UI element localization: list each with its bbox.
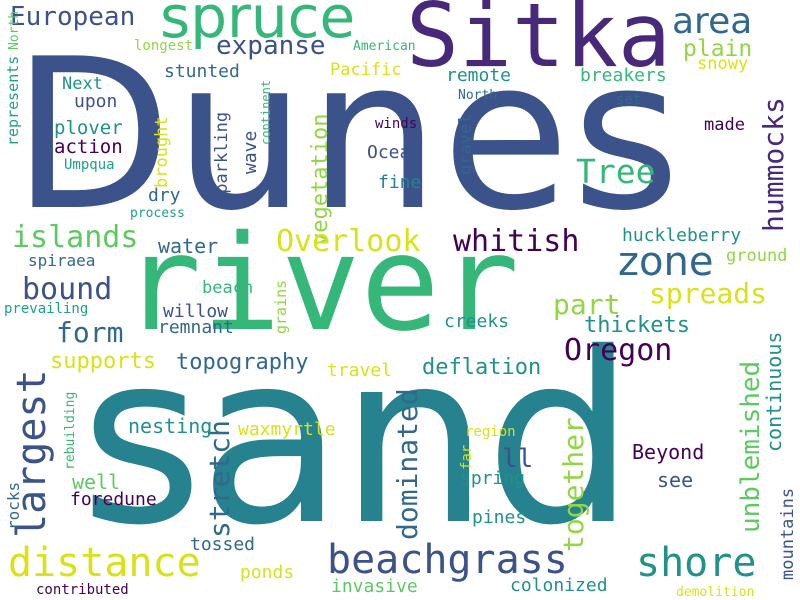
word-unblemished: unblemished	[736, 360, 766, 533]
word-spring: spring	[460, 468, 526, 489]
word-stunted: stunted	[164, 61, 240, 82]
word-spruce: spruce	[160, 0, 356, 51]
word-tree: Tree	[576, 152, 656, 191]
word-longest: longest	[134, 38, 194, 54]
word-next: Next	[62, 74, 103, 94]
word-water: water	[158, 234, 219, 258]
word-upon: upon	[74, 91, 118, 112]
word-made: made	[704, 115, 745, 135]
word-mountains: mountains	[778, 487, 798, 580]
word-nesting: nesting	[128, 414, 213, 438]
word-continuous: continuous	[762, 331, 786, 452]
word-beachgrass: beachgrass	[327, 537, 568, 583]
word-far: far	[459, 444, 475, 470]
word-foredune: foredune	[70, 489, 157, 510]
word-rebuilding: rebuilding	[63, 391, 78, 470]
word-together: together	[557, 417, 590, 552]
word-beach: beach	[202, 278, 254, 298]
word-vert-small: North	[7, 10, 22, 50]
word-sitka: Sitka	[406, 0, 671, 87]
word-zone: zone	[618, 239, 714, 285]
word-well: well	[72, 470, 121, 494]
word-european: European	[10, 2, 136, 32]
word-grains: grains	[272, 279, 290, 334]
word-pines: pines	[472, 507, 527, 528]
word-topography: topography	[176, 350, 309, 375]
word-see: see	[657, 468, 694, 492]
word-spreads: spreads	[649, 277, 768, 310]
word-hummocks: hummocks	[757, 97, 790, 232]
word-contributed: contributed	[36, 582, 129, 598]
word-process: process	[130, 206, 185, 221]
word-region: region	[465, 424, 516, 440]
word-creeks: creeks	[444, 311, 510, 332]
word-bound: bound	[22, 272, 113, 307]
word-fine: fine	[378, 172, 422, 193]
word-tossed: tossed	[190, 534, 256, 555]
word-remote: remote	[446, 65, 512, 86]
word-overlook: Overlook	[276, 224, 421, 259]
word-breakers: breakers	[580, 65, 667, 86]
word-sparkling: sparkling	[212, 111, 232, 204]
word-plover: plover	[54, 117, 123, 139]
word-pacific: Pacific	[330, 60, 402, 80]
word-rocks: rocks	[4, 481, 23, 530]
word-sand: sand	[80, 302, 635, 577]
word-river: river	[122, 207, 520, 361]
word-demolition: demolition	[676, 585, 755, 600]
word-spiraea: spiraea	[28, 251, 96, 270]
word-dunes: Dunes	[12, 15, 683, 257]
word-waxmyrtle: waxmyrtle	[238, 419, 336, 440]
word-remnant: remnant	[158, 317, 234, 338]
word-dry: dry	[148, 185, 181, 206]
word-invasive: invasive	[331, 576, 418, 597]
word-travel: travel	[327, 360, 393, 381]
word-action: action	[54, 136, 123, 158]
word-form: form	[56, 316, 124, 349]
word-beyond: Beyond	[632, 440, 705, 464]
word-plain: plain	[683, 36, 753, 62]
word-gravel: gravel	[456, 113, 476, 175]
word-winds: winds	[375, 116, 418, 132]
word-part: part	[553, 288, 621, 321]
word-oregon: Oregon	[564, 333, 673, 368]
word-umpqua: Umpqua	[64, 157, 115, 173]
word-expanse: expanse	[216, 31, 326, 61]
word-willow: willow	[163, 301, 229, 322]
word-huckleberry: huckleberry	[622, 225, 742, 246]
word-area: area	[672, 1, 753, 42]
word-american: American	[353, 39, 416, 54]
word-set: set	[616, 92, 642, 108]
word-ocean: Ocean	[367, 142, 422, 163]
word-prevailing: prevailing	[4, 301, 89, 317]
word-distance: distance	[8, 540, 201, 586]
word-deflation: deflation	[422, 355, 542, 380]
word-brought: brought	[152, 116, 172, 188]
word-colonized: colonized	[510, 575, 608, 596]
word-ponds: ponds	[240, 562, 295, 583]
word-dominated: dominated	[391, 388, 424, 540]
word-snowy: snowy	[697, 54, 749, 74]
word-wave: wave	[240, 130, 261, 174]
word-islands: islands	[12, 220, 139, 255]
word-ll: ll	[502, 444, 534, 474]
word-supports: supports	[50, 349, 156, 374]
word-continent: continent	[259, 79, 273, 145]
word-north: North	[458, 88, 498, 103]
word-whitish: whitish	[453, 224, 580, 259]
word-represents: represents	[4, 55, 22, 146]
word-thickets: thickets	[584, 313, 690, 338]
word-ground: ground	[726, 246, 788, 266]
word-shore: shore	[636, 540, 757, 586]
